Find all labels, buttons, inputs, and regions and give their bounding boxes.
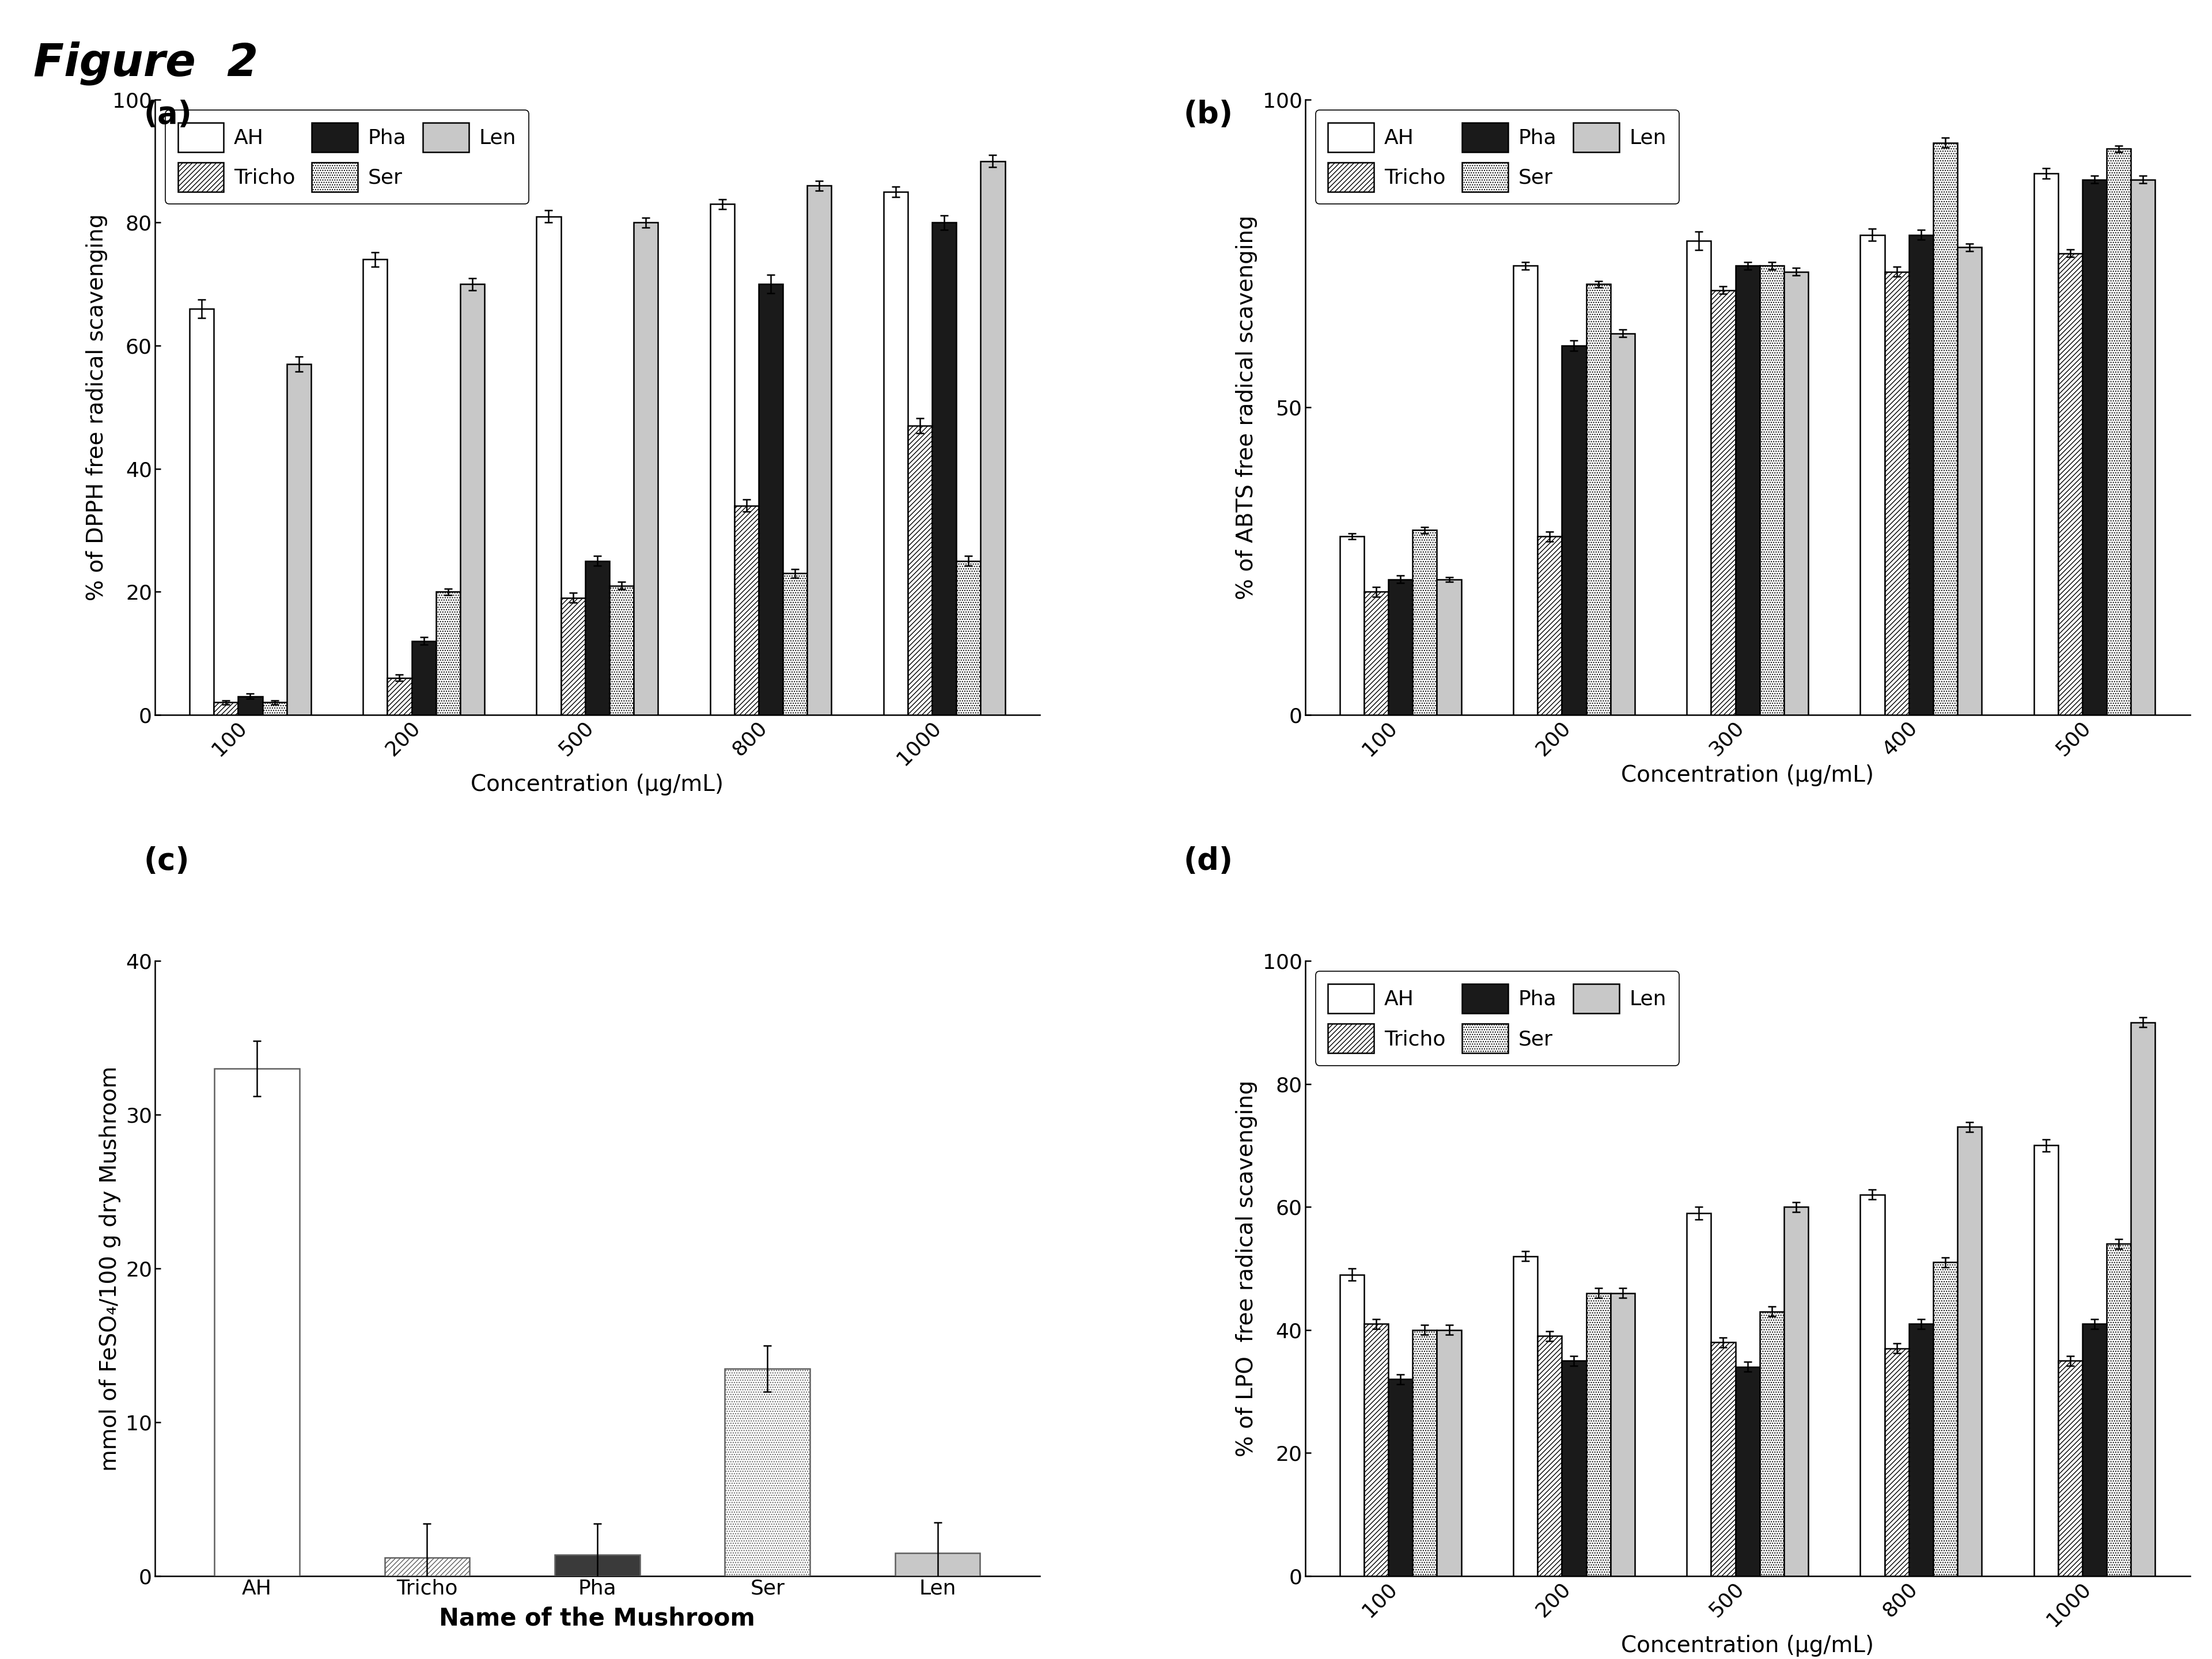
Bar bbox=[1958, 247, 1982, 715]
Bar bbox=[1562, 345, 1586, 715]
Bar bbox=[1610, 333, 1635, 715]
Y-axis label: mmol of FeSO₄/100 g dry Mushroom: mmol of FeSO₄/100 g dry Mushroom bbox=[100, 1065, 122, 1472]
Bar bbox=[1537, 1335, 1562, 1576]
Bar bbox=[1513, 265, 1537, 715]
Bar bbox=[633, 222, 657, 715]
Bar bbox=[586, 561, 608, 715]
Bar bbox=[1365, 592, 1389, 715]
Bar bbox=[1413, 531, 1438, 715]
Bar bbox=[1885, 272, 1909, 715]
Bar bbox=[726, 1369, 810, 1576]
Bar bbox=[562, 597, 586, 715]
Bar bbox=[288, 363, 312, 715]
Bar bbox=[1438, 1331, 1462, 1576]
Bar bbox=[1759, 1312, 1783, 1576]
Bar bbox=[1909, 1324, 1933, 1576]
Bar bbox=[460, 284, 484, 715]
Bar bbox=[1537, 536, 1562, 715]
Bar bbox=[1736, 265, 1759, 715]
Bar bbox=[215, 702, 239, 715]
Bar bbox=[1712, 290, 1736, 715]
Bar bbox=[1610, 1292, 1635, 1576]
Bar bbox=[385, 1558, 469, 1576]
Bar bbox=[896, 1553, 980, 1576]
Bar bbox=[783, 574, 807, 715]
Bar bbox=[1759, 265, 1783, 715]
Bar bbox=[980, 161, 1004, 715]
Bar bbox=[263, 702, 288, 715]
Text: (b): (b) bbox=[1183, 100, 1232, 129]
X-axis label: Name of the Mushroom: Name of the Mushroom bbox=[440, 1606, 754, 1631]
Bar bbox=[1513, 1256, 1537, 1576]
Bar bbox=[1783, 1208, 1807, 1576]
Bar bbox=[239, 697, 263, 715]
Bar bbox=[734, 506, 759, 715]
Bar bbox=[2106, 1244, 2130, 1576]
Bar bbox=[2130, 1022, 2154, 1576]
Legend: AH, Tricho, Pha, Ser, Len: AH, Tricho, Pha, Ser, Len bbox=[166, 109, 529, 204]
Bar bbox=[1933, 1262, 1958, 1576]
Bar bbox=[538, 216, 562, 715]
Bar bbox=[1909, 236, 1933, 715]
Bar bbox=[956, 561, 980, 715]
Bar bbox=[883, 192, 907, 715]
Bar bbox=[931, 222, 956, 715]
Bar bbox=[1562, 1360, 1586, 1576]
Bar bbox=[1340, 1274, 1365, 1576]
Y-axis label: % of ABTS free radical scavenging: % of ABTS free radical scavenging bbox=[1237, 216, 1259, 599]
Text: (d): (d) bbox=[1183, 846, 1232, 876]
Text: (a): (a) bbox=[144, 100, 192, 129]
Bar bbox=[215, 1068, 299, 1576]
Bar bbox=[411, 640, 436, 715]
Bar bbox=[807, 186, 832, 715]
Bar bbox=[1340, 536, 1365, 715]
Text: (c): (c) bbox=[144, 846, 190, 876]
Bar bbox=[1712, 1342, 1736, 1576]
Bar bbox=[2033, 1145, 2057, 1576]
Legend: AH, Tricho, Pha, Ser, Len: AH, Tricho, Pha, Ser, Len bbox=[1316, 109, 1679, 204]
Bar bbox=[555, 1554, 639, 1576]
Bar bbox=[2130, 179, 2154, 715]
Y-axis label: % of DPPH free radical scavenging: % of DPPH free radical scavenging bbox=[86, 214, 108, 601]
Bar bbox=[2081, 1324, 2106, 1576]
Text: Figure  2: Figure 2 bbox=[33, 41, 259, 86]
Bar bbox=[1736, 1367, 1759, 1576]
Bar bbox=[363, 259, 387, 715]
Bar bbox=[1933, 143, 1958, 715]
X-axis label: Concentration (μg/mL): Concentration (μg/mL) bbox=[1621, 1636, 1874, 1657]
Bar bbox=[1688, 1213, 1712, 1576]
Bar bbox=[1586, 1292, 1610, 1576]
Bar bbox=[1860, 1194, 1885, 1576]
Bar bbox=[1365, 1324, 1389, 1576]
Bar bbox=[2106, 149, 2130, 715]
Bar bbox=[2057, 254, 2081, 715]
Bar bbox=[1438, 579, 1462, 715]
Bar bbox=[759, 284, 783, 715]
Bar bbox=[1860, 236, 1885, 715]
Legend: AH, Tricho, Pha, Ser, Len: AH, Tricho, Pha, Ser, Len bbox=[1316, 971, 1679, 1065]
Bar bbox=[1958, 1126, 1982, 1576]
Bar bbox=[608, 586, 633, 715]
Bar bbox=[2081, 179, 2106, 715]
Bar bbox=[1885, 1349, 1909, 1576]
Bar bbox=[2033, 173, 2057, 715]
Bar bbox=[1413, 1331, 1438, 1576]
Bar bbox=[1389, 579, 1413, 715]
Y-axis label: % of LPO  free radical scavenging: % of LPO free radical scavenging bbox=[1237, 1080, 1259, 1457]
Bar bbox=[190, 309, 215, 715]
Bar bbox=[1688, 241, 1712, 715]
Bar bbox=[1586, 284, 1610, 715]
Bar bbox=[436, 592, 460, 715]
Bar bbox=[387, 679, 411, 715]
X-axis label: Concentration (μg/mL): Concentration (μg/mL) bbox=[1621, 765, 1874, 786]
Bar bbox=[710, 204, 734, 715]
Bar bbox=[907, 426, 931, 715]
Bar bbox=[1783, 272, 1807, 715]
Bar bbox=[1389, 1379, 1413, 1576]
Bar bbox=[2057, 1360, 2081, 1576]
X-axis label: Concentration (μg/mL): Concentration (μg/mL) bbox=[471, 773, 723, 796]
